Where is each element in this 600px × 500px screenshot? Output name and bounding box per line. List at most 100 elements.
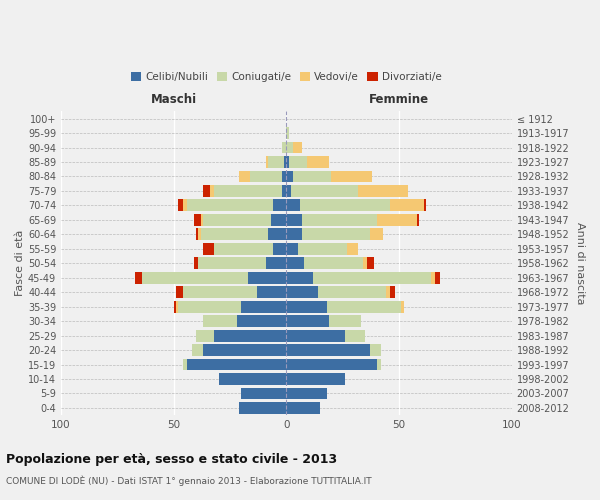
Bar: [201, 214, 203, 226]
Bar: [178, 300, 241, 312]
Bar: [345, 330, 365, 342]
Bar: [214, 243, 273, 254]
Bar: [286, 258, 304, 269]
Bar: [390, 286, 395, 298]
Bar: [241, 388, 286, 400]
Y-axis label: Fasce di età: Fasce di età: [15, 230, 25, 296]
Bar: [271, 214, 286, 226]
Bar: [390, 200, 424, 211]
Bar: [286, 358, 377, 370]
Bar: [192, 344, 203, 356]
Bar: [286, 402, 320, 414]
Bar: [266, 156, 268, 168]
Bar: [183, 358, 187, 370]
Bar: [201, 228, 268, 240]
Bar: [173, 300, 176, 312]
Bar: [203, 214, 271, 226]
Bar: [370, 228, 383, 240]
Bar: [291, 185, 358, 197]
Bar: [286, 200, 300, 211]
Bar: [318, 286, 386, 298]
Bar: [286, 272, 313, 283]
Bar: [286, 344, 370, 356]
Bar: [136, 272, 142, 283]
Bar: [363, 258, 367, 269]
Bar: [286, 373, 345, 385]
Bar: [289, 156, 307, 168]
Text: COMUNE DI LODÈ (NU) - Dati ISTAT 1° gennaio 2013 - Elaborazione TUTTITALIA.IT: COMUNE DI LODÈ (NU) - Dati ISTAT 1° genn…: [6, 476, 371, 486]
Bar: [187, 358, 286, 370]
Bar: [282, 170, 286, 182]
Bar: [358, 185, 408, 197]
Text: Maschi: Maschi: [151, 92, 197, 106]
Bar: [210, 185, 214, 197]
Bar: [386, 286, 390, 298]
Bar: [273, 243, 286, 254]
Bar: [176, 286, 183, 298]
Bar: [268, 156, 284, 168]
Bar: [187, 200, 273, 211]
Bar: [214, 330, 286, 342]
Bar: [327, 300, 401, 312]
Bar: [286, 142, 293, 154]
Bar: [196, 228, 199, 240]
Bar: [313, 272, 431, 283]
Bar: [194, 214, 201, 226]
Bar: [176, 300, 178, 312]
Bar: [329, 315, 361, 327]
Bar: [282, 142, 286, 154]
Bar: [196, 330, 214, 342]
Bar: [307, 156, 329, 168]
Bar: [194, 258, 199, 269]
Bar: [286, 127, 289, 139]
Bar: [286, 228, 302, 240]
Bar: [370, 344, 381, 356]
Bar: [417, 214, 419, 226]
Bar: [266, 258, 286, 269]
Bar: [298, 243, 347, 254]
Bar: [286, 170, 293, 182]
Bar: [142, 272, 248, 283]
Text: Femmine: Femmine: [369, 92, 429, 106]
Bar: [377, 358, 381, 370]
Bar: [239, 170, 250, 182]
Bar: [300, 200, 390, 211]
Bar: [183, 286, 257, 298]
Bar: [203, 315, 237, 327]
Bar: [203, 344, 286, 356]
Bar: [286, 388, 327, 400]
Bar: [203, 185, 210, 197]
Bar: [248, 272, 286, 283]
Bar: [293, 142, 302, 154]
Bar: [183, 200, 187, 211]
Legend: Celibi/Nubili, Coniugati/e, Vedovi/e, Divorziati/e: Celibi/Nubili, Coniugati/e, Vedovi/e, Di…: [127, 68, 446, 86]
Bar: [286, 185, 291, 197]
Text: Popolazione per età, sesso e stato civile - 2013: Popolazione per età, sesso e stato civil…: [6, 452, 337, 466]
Bar: [250, 170, 282, 182]
Bar: [424, 200, 426, 211]
Bar: [257, 286, 286, 298]
Bar: [286, 315, 329, 327]
Bar: [214, 185, 282, 197]
Bar: [273, 200, 286, 211]
Bar: [178, 200, 183, 211]
Bar: [302, 214, 377, 226]
Y-axis label: Anni di nascita: Anni di nascita: [575, 222, 585, 304]
Bar: [268, 228, 286, 240]
Bar: [286, 300, 327, 312]
Bar: [199, 258, 266, 269]
Bar: [286, 214, 302, 226]
Bar: [286, 286, 318, 298]
Bar: [401, 300, 404, 312]
Bar: [377, 214, 417, 226]
Bar: [293, 170, 331, 182]
Bar: [203, 243, 214, 254]
Bar: [286, 156, 289, 168]
Bar: [241, 300, 286, 312]
Bar: [431, 272, 435, 283]
Bar: [286, 243, 298, 254]
Bar: [435, 272, 440, 283]
Bar: [347, 243, 358, 254]
Bar: [282, 185, 286, 197]
Bar: [237, 315, 286, 327]
